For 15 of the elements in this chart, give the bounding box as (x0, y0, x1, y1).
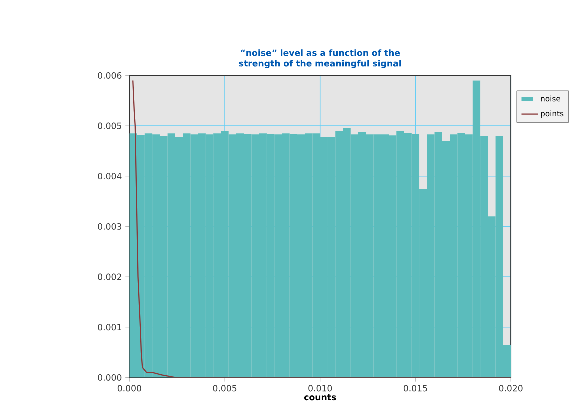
x-tick-label: 0.010 (308, 385, 332, 392)
y-tick-label: 0.006 (98, 72, 122, 80)
y-tick-label: 0.000 (98, 374, 122, 382)
x-tick-label: 0.015 (404, 385, 428, 392)
x-tick-label: 0.005 (213, 385, 237, 392)
y-tick-label: 0.002 (98, 274, 122, 280)
y-tick-label: 0.001 (98, 324, 122, 331)
y-tick-label: 0.004 (98, 173, 122, 180)
line-series (132, 80, 512, 378)
x-tick-label: 0.000 (118, 385, 142, 392)
y-tick-label: 0.003 (98, 224, 122, 230)
x-axis-title: counts (304, 394, 336, 401)
chart-title: “noise” level as a function of the strength of the meaningful signal (239, 50, 402, 69)
y-tick-label: 0.005 (98, 122, 122, 130)
x-tick-label: 0.020 (499, 385, 523, 392)
